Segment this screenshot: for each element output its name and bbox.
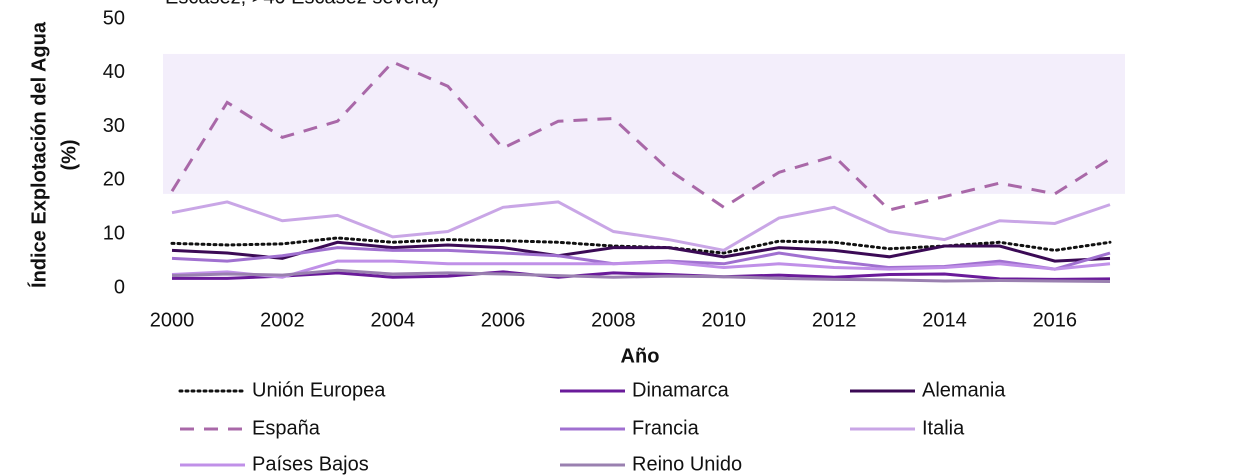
x-tick-label: 2012 [812,309,857,331]
series-line [172,270,1111,281]
y-tick-label: 40 [103,61,125,83]
legend-label: Reino Unido [632,453,742,475]
legend-label: Alemania [922,379,1006,401]
y-tick-label: 50 [103,7,125,29]
series-line [171,200,1111,252]
legend-label: Países Bajos [252,453,369,475]
legend-label: España [252,417,321,439]
annotation: Escasez, >40 Escasez severa) [165,0,439,8]
x-tick-label: 2008 [591,309,636,331]
series-line [171,268,1111,284]
y-tick-label: 0 [114,276,125,298]
series-line [171,259,1111,279]
legend-label: Dinamarca [632,379,730,401]
y-tick-label: 10 [103,222,125,244]
x-tick-label: 2016 [1033,309,1078,331]
y-axis-title: (%) [58,139,80,170]
y-tick-label: 30 [103,115,125,137]
x-tick-label: 2000 [150,309,195,331]
y-tick-label: 20 [103,169,125,191]
x-tick-label: 2014 [922,309,967,331]
x-tick-label: 2006 [481,309,526,331]
series-line [171,240,1111,263]
legend-label: Francia [632,417,700,439]
legend-label: Italia [922,417,965,439]
x-axis-title: Año [621,345,660,367]
y-axis-title: Índice Explotación del Agua [27,21,50,288]
x-tick-label: 2002 [260,309,305,331]
shaded-band [163,53,1125,194]
legend-label: Unión Europea [252,379,386,401]
series-line [170,60,1111,212]
x-tick-label: 2010 [702,309,747,331]
x-tick-label: 2004 [370,309,415,331]
